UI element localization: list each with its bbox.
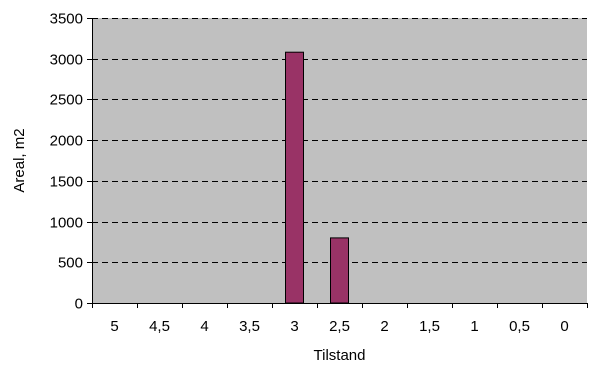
bar bbox=[285, 51, 304, 304]
x-tick-label: 1 bbox=[470, 318, 478, 335]
y-tick-label: 500 bbox=[58, 255, 83, 272]
x-tick-label: 4,5 bbox=[149, 318, 170, 335]
y-tick-label: 1000 bbox=[50, 215, 83, 232]
x-axis-title: Tilstand bbox=[314, 347, 366, 364]
y-tick-labels: 0 500 1000 1500 2000 2500 3000 3500 bbox=[50, 11, 83, 313]
x-tick-label: 1,5 bbox=[419, 318, 440, 335]
axes bbox=[87, 18, 588, 308]
bar bbox=[330, 237, 349, 304]
x-tick-label: 4 bbox=[200, 318, 208, 335]
x-tick-label: 0 bbox=[560, 318, 568, 335]
y-axis-title: Areal, m2 bbox=[11, 128, 28, 192]
y-tick-label: 3000 bbox=[50, 52, 83, 69]
x-tick-label: 2,5 bbox=[329, 318, 350, 335]
y-tick-label: 1500 bbox=[50, 174, 83, 191]
x-tick-label: 5 bbox=[110, 318, 118, 335]
y-tick-label: 2500 bbox=[50, 92, 83, 109]
y-tick-label: 0 bbox=[75, 296, 83, 313]
x-tick-label: 3 bbox=[290, 318, 298, 335]
gridlines bbox=[92, 18, 587, 263]
x-tick-label: 3,5 bbox=[239, 318, 260, 335]
x-tick-labels: 5 4,5 4 3,5 3 2,5 2 1,5 1 0,5 0 bbox=[110, 318, 568, 335]
y-tick-label: 3500 bbox=[50, 11, 83, 28]
y-tick-label: 2000 bbox=[50, 133, 83, 150]
x-tick-label: 0,5 bbox=[509, 318, 530, 335]
x-tick-label: 2 bbox=[380, 318, 388, 335]
